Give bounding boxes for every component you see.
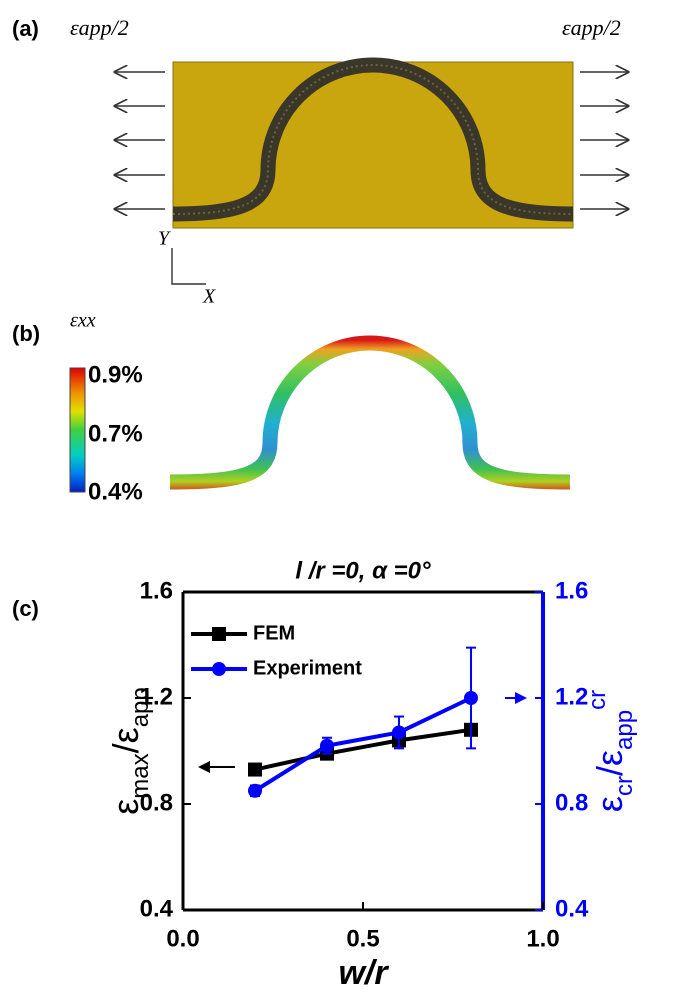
figure: (a) εapp/2 εapp/2 Y X (b) εxx 0.9% 0.7% …	[0, 0, 678, 1000]
x-tick-label: 1.0	[526, 925, 559, 952]
y2-tick-label: 0.8	[555, 789, 588, 816]
chart-title: l /r =0, α =0°	[295, 557, 431, 584]
axis-label-part: app	[611, 710, 638, 750]
axes-triad	[172, 248, 206, 284]
axis-label: εcr/εappcr	[584, 690, 638, 812]
data-point	[392, 725, 406, 739]
panel-label: (a)	[12, 16, 39, 41]
axis-label-part: max	[127, 753, 154, 798]
legend-marker	[212, 627, 226, 641]
x-tick-label: 0.0	[166, 925, 199, 952]
series-line	[255, 730, 471, 770]
x-axis-label: w/r	[338, 954, 389, 992]
data-point	[320, 739, 334, 753]
data-point	[464, 691, 478, 705]
panel-label: (c)	[12, 596, 39, 621]
field-label: εxx	[70, 310, 96, 332]
colorbar-label: 0.9%	[88, 361, 143, 388]
legend-marker	[212, 662, 226, 676]
axis-label-part: /ε	[589, 750, 630, 776]
axis-label-part: cr	[611, 776, 638, 796]
axis-label-part: ε	[589, 796, 630, 812]
axis-label: X	[202, 286, 216, 308]
axis-label-part: ε	[105, 799, 146, 815]
y-tick-label: 0.4	[140, 895, 174, 922]
strain-contour	[170, 343, 570, 482]
axis-label-part: /ε	[105, 727, 146, 753]
data-point	[248, 784, 262, 798]
y2-tick-label: 0.4	[555, 895, 589, 922]
x-tick-label: 0.5	[346, 925, 379, 952]
axis-label: Y	[158, 228, 171, 250]
axis-label-part: cr	[584, 690, 611, 710]
panel-label: (b)	[12, 321, 40, 346]
strain-label: εapp/2	[70, 15, 129, 40]
y-tick-label: 1.6	[140, 577, 173, 604]
legend-label: Experiment	[253, 657, 362, 679]
legend-label: FEM	[253, 622, 295, 644]
colorbar	[70, 368, 85, 492]
strain-label: εapp/2	[562, 15, 621, 40]
y2-tick-label: 1.6	[555, 577, 588, 604]
axis-label-part: app	[127, 687, 154, 727]
data-point	[248, 763, 262, 777]
axis-label: εmax/εapp	[105, 687, 154, 815]
colorbar-label: 0.4%	[88, 478, 143, 505]
series-line	[255, 698, 471, 791]
colorbar-label: 0.7%	[88, 420, 143, 447]
